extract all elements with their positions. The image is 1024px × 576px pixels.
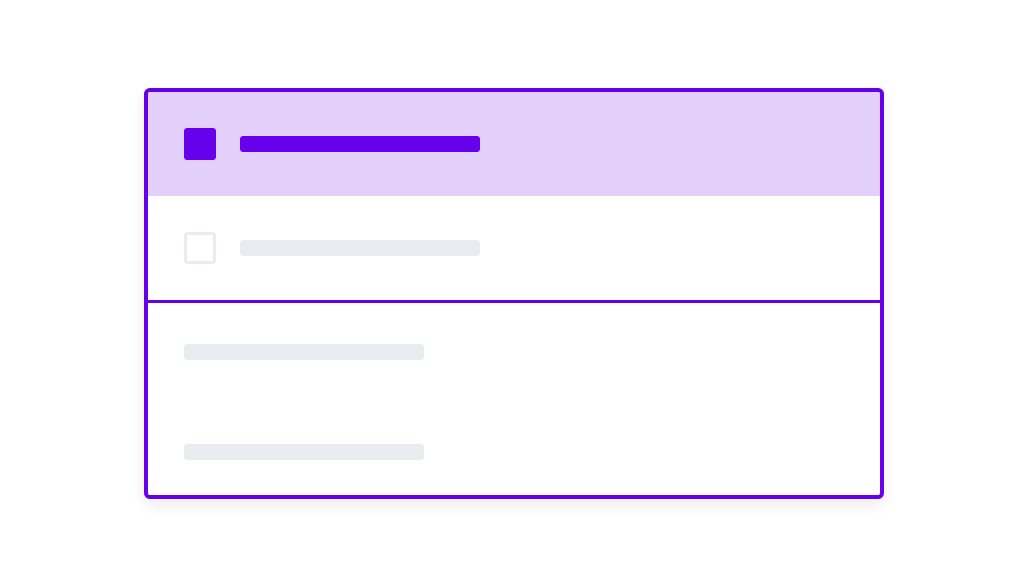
checkbox-empty-icon[interactable]: [184, 232, 216, 264]
option-row[interactable]: [148, 196, 880, 300]
option-label-placeholder: [240, 240, 480, 256]
checkbox-checked-icon[interactable]: [184, 128, 216, 160]
option-row-selected[interactable]: [148, 92, 880, 196]
divider: [148, 300, 880, 303]
content-line-placeholder: [184, 344, 424, 360]
content-line-placeholder: [184, 444, 424, 460]
option-label-placeholder: [240, 136, 480, 152]
selection-card: [144, 88, 884, 499]
